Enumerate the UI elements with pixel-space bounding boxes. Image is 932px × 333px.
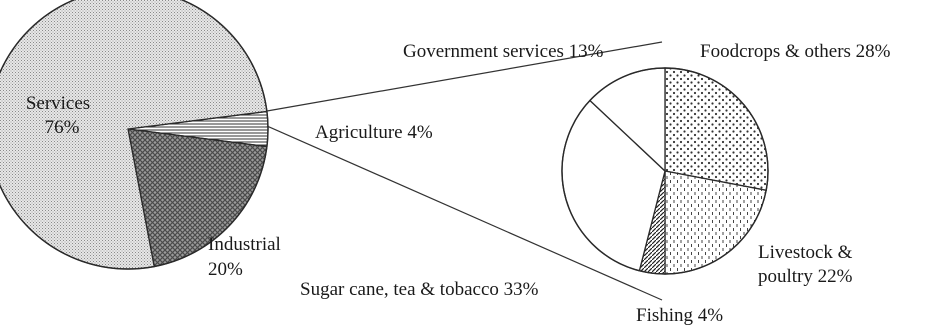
pie-slice-foodcrops-others [664, 67, 769, 192]
label-sugar-cane: Sugar cane, tea & tobacco 33% [300, 279, 539, 300]
label-foodcrops: Foodcrops & others 28% [700, 41, 891, 62]
label-agriculture: Agriculture 4% [315, 122, 433, 143]
connector-line-top [266, 41, 663, 112]
agriculture-detail-pie [561, 67, 769, 275]
label-fishing: Fishing 4% [636, 305, 723, 326]
label-government-services: Government services 13% [403, 41, 604, 62]
connector-line-bottom [266, 125, 663, 301]
label-livestock-line1: Livestock & [758, 242, 853, 263]
label-services: Services [26, 93, 90, 114]
label-industrial: Industrial [208, 234, 281, 255]
label-services-pct: 76% [45, 117, 80, 138]
label-livestock-line2: poultry 22% [758, 266, 853, 287]
pie-outline [561, 67, 769, 275]
main-pie [0, 0, 269, 270]
label-industrial-pct: 20% [208, 259, 243, 280]
pie-outline [0, 0, 269, 270]
